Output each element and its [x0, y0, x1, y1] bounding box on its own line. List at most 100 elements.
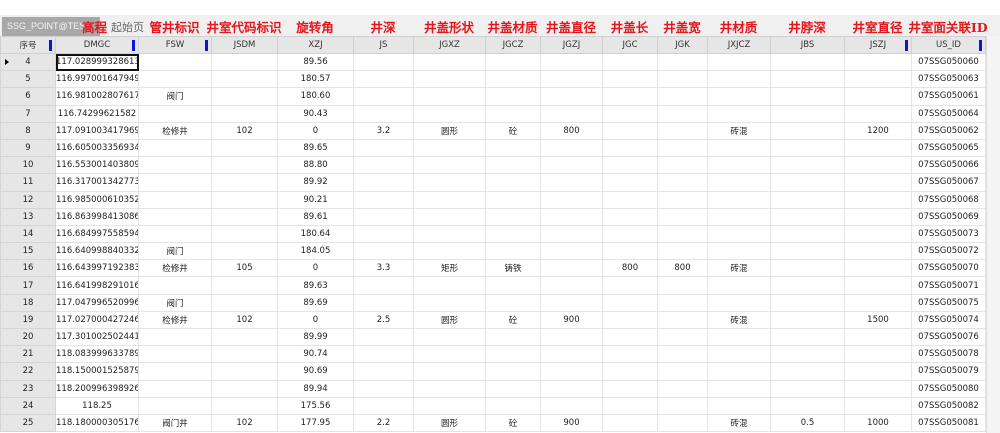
row-number[interactable]: 12 [0, 190, 56, 209]
cell-jsdm[interactable] [211, 207, 278, 226]
cell-jgxz[interactable]: 矩形 [413, 259, 486, 278]
cell-jgc[interactable] [602, 138, 658, 158]
cell-js[interactable] [353, 396, 414, 415]
cell-jbs[interactable] [770, 207, 845, 226]
cell-fsw[interactable] [138, 156, 212, 175]
cell-jszj[interactable] [844, 224, 912, 244]
cell-jgxz[interactable]: 圆形 [413, 121, 486, 140]
cell-jgzj[interactable] [540, 224, 603, 244]
row-number[interactable]: 24 [0, 396, 56, 415]
cell-js[interactable] [353, 242, 414, 261]
cell-us_id[interactable]: 07SSG050070 [911, 259, 986, 278]
cell-jxjcz[interactable] [707, 87, 771, 106]
column-header-jgcz[interactable]: JGCZ [485, 36, 541, 54]
cell-jgk[interactable] [657, 327, 708, 347]
column-header-jgzj[interactable]: JGZJ [540, 36, 603, 54]
cell-jszj[interactable]: 1000 [844, 413, 912, 433]
cell-jgk[interactable] [657, 156, 708, 175]
cell-xzj[interactable]: 90.74 [277, 345, 354, 364]
cell-jszj[interactable] [844, 207, 912, 226]
cell-jszj[interactable] [844, 70, 912, 89]
column-header-jbs[interactable]: JBS [770, 36, 845, 54]
cell-jsdm[interactable] [211, 362, 278, 381]
cell-jsdm[interactable]: 105 [211, 259, 278, 278]
cell-jgc[interactable] [602, 156, 658, 175]
cell-dmgc[interactable]: 116.317001342773 [55, 173, 139, 192]
cell-us_id[interactable]: 07SSG050067 [911, 173, 986, 192]
cell-us_id[interactable]: 07SSG050072 [911, 242, 986, 261]
row-number[interactable]: 6 [0, 87, 56, 106]
cell-js[interactable] [353, 156, 414, 175]
row-number[interactable]: 11 [0, 173, 56, 192]
cell-jszj[interactable] [844, 362, 912, 381]
cell-jgxz[interactable] [413, 173, 486, 192]
cell-xzj[interactable]: 0 [277, 121, 354, 140]
cell-jxjcz[interactable] [707, 52, 771, 72]
cell-jgxz[interactable] [413, 242, 486, 261]
cell-js[interactable] [353, 345, 414, 364]
cell-dmgc[interactable]: 116.863998413086 [55, 207, 139, 226]
cell-jgk[interactable]: 800 [657, 259, 708, 278]
cell-js[interactable] [353, 293, 414, 312]
cell-dmgc[interactable]: 116.981002807617 [55, 87, 139, 106]
cell-js[interactable] [353, 138, 414, 158]
cell-jbs[interactable] [770, 396, 845, 415]
cell-js[interactable] [353, 104, 414, 123]
cell-us_id[interactable]: 07SSG050062 [911, 121, 986, 140]
cell-jszj[interactable] [844, 379, 912, 398]
cell-us_id[interactable]: 07SSG050075 [911, 293, 986, 312]
cell-jxjcz[interactable] [707, 276, 771, 295]
cell-us_id[interactable]: 07SSG050074 [911, 310, 986, 330]
cell-us_id[interactable]: 07SSG050079 [911, 362, 986, 381]
cell-xzj[interactable]: 90.43 [277, 104, 354, 123]
table-row[interactable]: 17 116.641998291016 89.63 07SSG050071 [0, 276, 986, 295]
row-number[interactable]: 13 [0, 207, 56, 226]
cell-jgzj[interactable] [540, 173, 603, 192]
cell-jgxz[interactable] [413, 87, 486, 106]
cell-jbs[interactable] [770, 224, 845, 244]
cell-fsw[interactable] [138, 173, 212, 192]
cell-jgk[interactable] [657, 173, 708, 192]
cell-xzj[interactable]: 175.56 [277, 396, 354, 415]
table-row[interactable]: 16 116.643997192383 检修井 105 0 3.3 矩形 铸铁 800 800 砖混… [0, 259, 986, 278]
cell-jgzj[interactable] [540, 259, 603, 278]
cell-jgcz[interactable] [485, 327, 541, 347]
cell-xzj[interactable]: 89.61 [277, 207, 354, 226]
cell-jgc[interactable] [602, 52, 658, 72]
cell-jgxz[interactable] [413, 224, 486, 244]
cell-us_id[interactable]: 07SSG050068 [911, 190, 986, 209]
cell-dmgc[interactable]: 116.985000610352 [55, 190, 139, 209]
cell-xzj[interactable]: 89.56 [277, 52, 354, 72]
cell-jgxz[interactable] [413, 362, 486, 381]
cell-xzj[interactable]: 180.57 [277, 70, 354, 89]
cell-jgxz[interactable] [413, 379, 486, 398]
cell-dmgc[interactable]: 117.028999328613 [55, 52, 139, 72]
cell-us_id[interactable]: 07SSG050066 [911, 156, 986, 175]
cell-us_id[interactable]: 07SSG050071 [911, 276, 986, 295]
cell-jgcz[interactable] [485, 104, 541, 123]
cell-jxjcz[interactable]: 砖混 [707, 121, 771, 140]
cell-jbs[interactable] [770, 138, 845, 158]
table-row[interactable]: 24 118.25 175.56 07SSG050082 [0, 396, 986, 415]
cell-jgc[interactable] [602, 104, 658, 123]
cell-js[interactable]: 2.5 [353, 310, 414, 330]
row-number[interactable]: 5 [0, 70, 56, 89]
cell-dmgc[interactable]: 116.553001403809 [55, 156, 139, 175]
cell-jxjcz[interactable] [707, 190, 771, 209]
cell-jgzj[interactable] [540, 190, 603, 209]
row-number[interactable]: 9 [0, 138, 56, 158]
column-header-dmgc[interactable]: DMGC [55, 36, 139, 54]
table-row[interactable]: 18 117.047996520996 阀门 89.69 07SSG050075 [0, 293, 986, 312]
cell-js[interactable] [353, 379, 414, 398]
cell-dmgc[interactable]: 118.180000305176 [55, 413, 139, 433]
cell-jgcz[interactable] [485, 396, 541, 415]
cell-fsw[interactable]: 阀门 [138, 87, 212, 106]
cell-fsw[interactable] [138, 396, 212, 415]
cell-dmgc[interactable]: 116.643997192383 [55, 259, 139, 278]
cell-jgk[interactable] [657, 242, 708, 261]
cell-jgzj[interactable]: 900 [540, 413, 603, 433]
cell-jsdm[interactable]: 102 [211, 121, 278, 140]
cell-dmgc[interactable]: 116.640998840332 [55, 242, 139, 261]
cell-us_id[interactable]: 07SSG050076 [911, 327, 986, 347]
cell-jsdm[interactable]: 102 [211, 413, 278, 433]
